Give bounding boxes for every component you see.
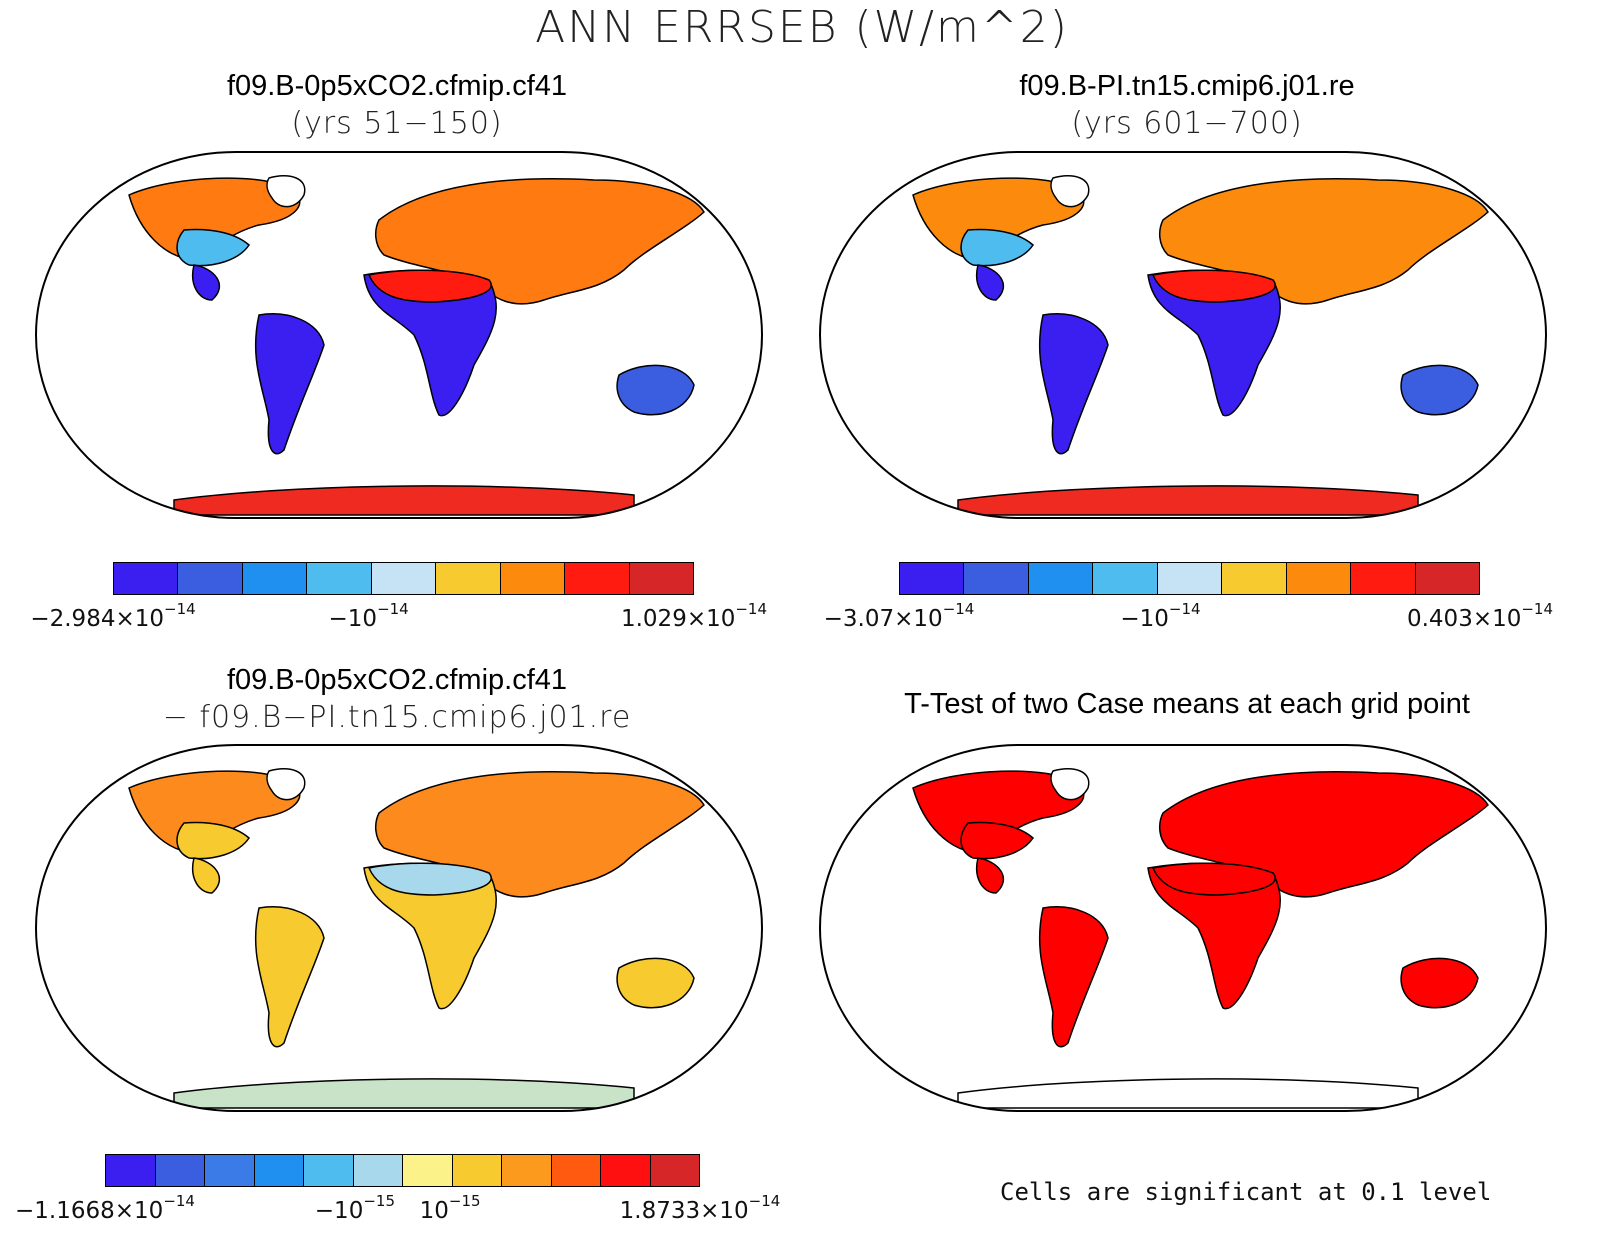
panel2-colorbar-ticks: −3.07×10−14 −10−14 0.403×10−14 (824, 600, 1553, 632)
panel1-colorbar-ticks: −2.984×10−14 −10−14 1.029×10−14 (30, 600, 767, 632)
colorbar-tick-label: −3.07×10−14 (823, 600, 975, 632)
colorbar-swatch (964, 563, 1029, 594)
colorbar-swatch (254, 1155, 304, 1186)
panel4-map (819, 744, 1547, 1112)
greenland-landmass (266, 174, 306, 208)
sahara-region (1151, 269, 1276, 303)
central-america-band (960, 821, 1034, 860)
panel3-colorbar-ticks: −1.1668×10−14 −10−15 10−15 1.8733×10−14 (15, 1192, 780, 1224)
map-frame (35, 744, 763, 1112)
panel1-colorbar (113, 562, 694, 595)
colorbar-tick-label: −2.984×10−14 (30, 600, 196, 632)
sahara-region (1151, 862, 1276, 896)
colorbar-swatch (900, 563, 965, 594)
australia-landmass (616, 957, 695, 1009)
south-america-landmass (976, 264, 1109, 455)
map-frame (819, 151, 1547, 519)
colorbar-swatch (155, 1155, 205, 1186)
colorbar-swatch (371, 563, 437, 594)
greenland-landmass (1050, 767, 1090, 801)
map-frame (35, 151, 763, 519)
colorbar-swatch (1157, 563, 1223, 594)
colorbar-swatch (403, 1155, 453, 1186)
panel2-map (819, 151, 1547, 519)
south-america-landmass (192, 857, 325, 1048)
colorbar-swatch (629, 563, 693, 594)
panel1-subtitle: (yrs 51−150) (291, 106, 503, 141)
north-america-landmass (912, 177, 1085, 261)
colorbar-swatch (500, 563, 566, 594)
panel3-title: f09.B-0p5xCO2.cfmip.cf41 (226, 664, 568, 696)
colorbar-swatch (1028, 563, 1094, 594)
colorbar-swatch (1286, 563, 1352, 594)
colorbar-swatch (106, 1155, 156, 1186)
greenland-landmass (1050, 174, 1090, 208)
colorbar-swatch (551, 1155, 601, 1186)
colorbar-swatch (205, 1155, 255, 1186)
panel3-subtitle: − f09.B−PI.tn15.cmip6.j01.re (162, 700, 632, 735)
panel2-subtitle: (yrs 601−700) (1071, 106, 1303, 141)
panel4-title: T-Test of two Case means at each grid po… (904, 688, 1470, 720)
south-america-landmass (192, 264, 325, 455)
greenland-landmass (266, 767, 306, 801)
colorbar-swatch (452, 1155, 502, 1186)
panel1-map (35, 151, 763, 519)
colorbar-tick-label: 10−15 (419, 1192, 481, 1224)
colorbar-swatch (353, 1155, 403, 1186)
significance-note: Cells are significant at 0.1 level (1000, 1178, 1492, 1206)
colorbar-tick-label: −10−14 (1120, 600, 1201, 632)
south-america-landmass (976, 857, 1109, 1048)
colorbar-tick-label: 1.8733×10−14 (619, 1192, 781, 1224)
colorbar-swatch (114, 563, 179, 594)
page-title: ANN ERRSEB (W/m^2) (535, 2, 1069, 53)
panel2-title: f09.B-PI.tn15.cmip6.j01.re (1019, 70, 1355, 102)
panel3-colorbar (105, 1154, 700, 1187)
colorbar-swatch (1222, 563, 1287, 594)
antarctica-landmass (173, 485, 635, 516)
colorbar-swatch (436, 563, 501, 594)
central-america-band (176, 821, 250, 860)
colorbar-swatch (1093, 563, 1158, 594)
colorbar-swatch (502, 1155, 552, 1186)
colorbar-swatch (565, 563, 630, 594)
colorbar-swatch (1415, 563, 1479, 594)
colorbar-tick-label: 0.403×10−14 (1406, 600, 1554, 632)
colorbar-tick-label: −10−15 (314, 1192, 395, 1224)
antarctica-landmass (957, 485, 1419, 516)
australia-landmass (616, 364, 695, 416)
panel1-title: f09.B-0p5xCO2.cfmip.cf41 (226, 70, 568, 102)
colorbar-tick-label: 1.029×10−14 (620, 600, 768, 632)
map-frame (819, 744, 1547, 1112)
colorbar-swatch (601, 1155, 651, 1186)
antarctica-landmass (173, 1078, 635, 1109)
colorbar-swatch (650, 1155, 699, 1186)
colorbar-tick-label: −1.1668×10−14 (15, 1192, 195, 1224)
antarctica-landmass (957, 1078, 1419, 1109)
panel2-colorbar (899, 562, 1480, 595)
sahara-region (367, 862, 492, 896)
north-america-landmass (128, 177, 301, 261)
panel3-map (35, 744, 763, 1112)
central-america-band (176, 228, 250, 267)
colorbar-swatch (304, 1155, 354, 1186)
colorbar-tick-label: −10−14 (328, 600, 409, 632)
north-america-landmass (128, 770, 301, 854)
colorbar-swatch (242, 563, 308, 594)
central-america-band (960, 228, 1034, 267)
colorbar-swatch (307, 563, 372, 594)
colorbar-swatch (178, 563, 243, 594)
north-america-landmass (912, 770, 1085, 854)
australia-landmass (1400, 957, 1479, 1009)
colorbar-swatch (1351, 563, 1416, 594)
sahara-region (367, 269, 492, 303)
australia-landmass (1400, 364, 1479, 416)
